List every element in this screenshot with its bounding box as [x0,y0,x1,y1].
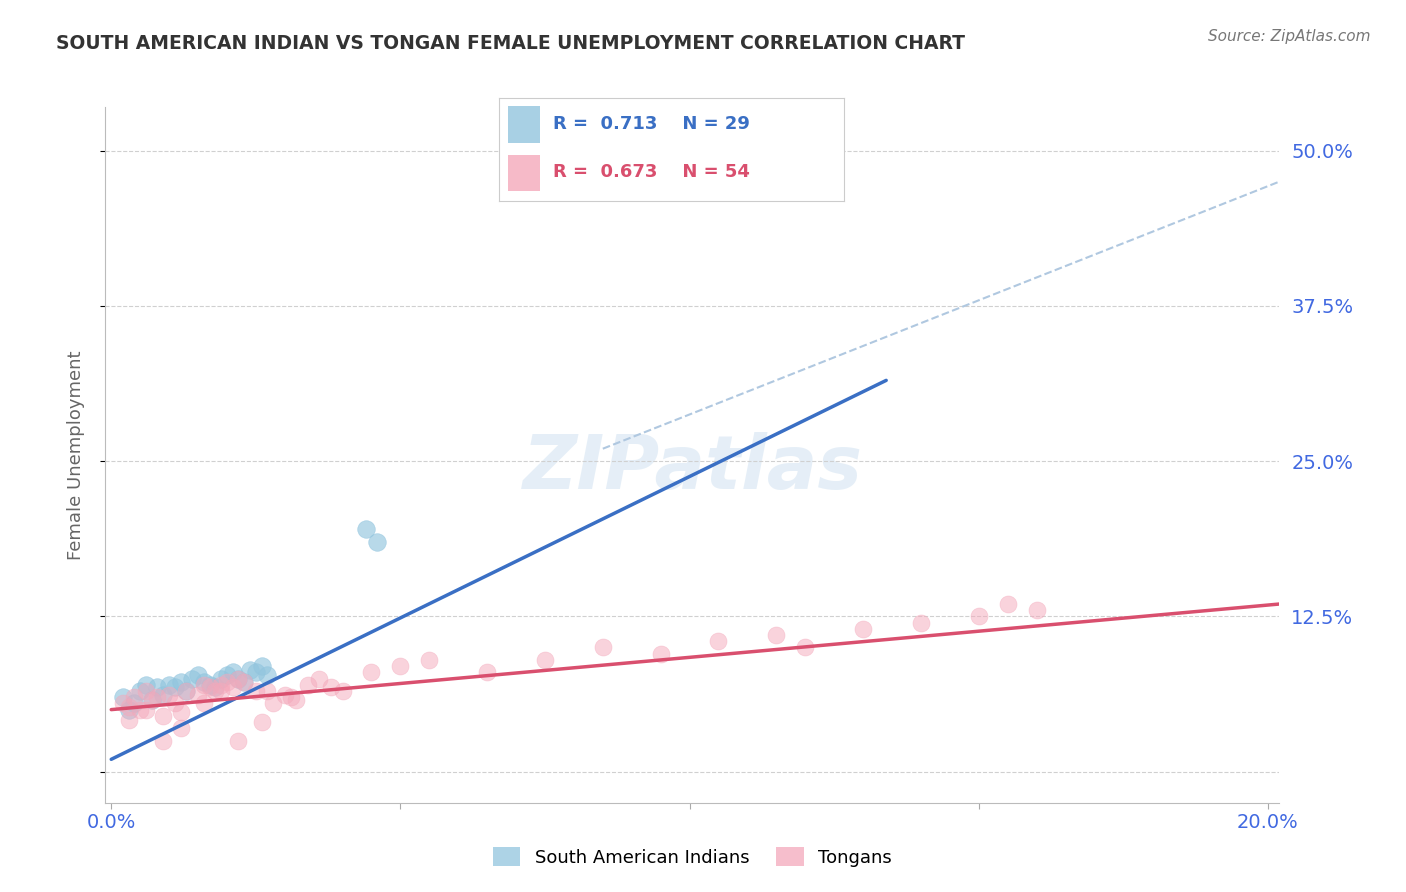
Point [163,697,186,711]
Point [163,680,186,694]
Point [117,703,139,717]
Point [308,672,330,686]
Point [146,680,169,694]
Point [146,690,169,705]
Point [135,703,157,717]
Point [169,721,191,735]
Text: R =  0.673    N = 54: R = 0.673 N = 54 [553,163,749,181]
Point [534,653,557,667]
Point [280,690,302,705]
Point [262,697,284,711]
Point [475,665,498,680]
Point [152,688,174,702]
Point [245,684,267,698]
Point [366,535,388,549]
Point [221,665,243,680]
Point [117,713,139,727]
Text: Source: ZipAtlas.com: Source: ZipAtlas.com [1208,29,1371,44]
Point [187,688,209,702]
Point [592,640,614,655]
Point [129,684,152,698]
Point [233,675,256,690]
Point [129,703,152,717]
Point [111,697,134,711]
Point [1025,603,1047,617]
Point [221,680,243,694]
Point [152,733,174,747]
Point [209,678,232,692]
Point [354,523,377,537]
Point [332,684,354,698]
Text: ZIPatlas: ZIPatlas [523,433,862,506]
FancyBboxPatch shape [508,154,540,192]
Point [176,684,198,698]
Point [228,672,250,686]
Point [169,705,191,719]
Point [707,634,730,648]
Point [319,680,342,694]
Point [198,678,221,692]
Point [239,663,262,677]
Point [198,680,221,694]
Point [650,647,672,661]
Point [967,609,990,624]
Point [215,668,238,682]
Point [256,668,278,682]
Point [117,700,139,714]
Point [765,628,787,642]
Point [204,680,226,694]
Point [193,678,215,692]
Point [111,690,134,705]
Point [360,665,382,680]
Point [256,684,278,698]
Point [245,665,267,680]
Point [389,659,412,673]
Point [193,697,215,711]
Point [233,675,256,690]
Text: R =  0.713    N = 29: R = 0.713 N = 29 [553,115,749,133]
Point [141,692,163,706]
Point [794,640,817,655]
FancyBboxPatch shape [508,106,540,144]
Point [204,684,226,698]
Point [152,708,174,723]
Point [209,684,232,698]
Point [250,714,273,729]
Point [285,692,308,706]
Point [124,697,146,711]
Point [209,672,232,686]
Point [852,622,875,636]
Point [176,684,198,698]
Point [910,615,932,630]
Point [997,597,1019,611]
Point [228,672,250,686]
Point [215,675,238,690]
Point [718,156,741,170]
Point [135,678,157,692]
Point [187,668,209,682]
Text: SOUTH AMERICAN INDIAN VS TONGAN FEMALE UNEMPLOYMENT CORRELATION CHART: SOUTH AMERICAN INDIAN VS TONGAN FEMALE U… [56,34,966,53]
Point [274,688,297,702]
Point [250,659,273,673]
Point [124,690,146,705]
Point [297,678,319,692]
Point [181,672,204,686]
Point [193,675,215,690]
Point [157,688,180,702]
Point [169,675,191,690]
Point [228,733,250,747]
Point [157,678,180,692]
Point [135,684,157,698]
Point [418,653,440,667]
Point [141,692,163,706]
Y-axis label: Female Unemployment: Female Unemployment [66,351,84,559]
Legend: South American Indians, Tongans: South American Indians, Tongans [486,840,898,874]
